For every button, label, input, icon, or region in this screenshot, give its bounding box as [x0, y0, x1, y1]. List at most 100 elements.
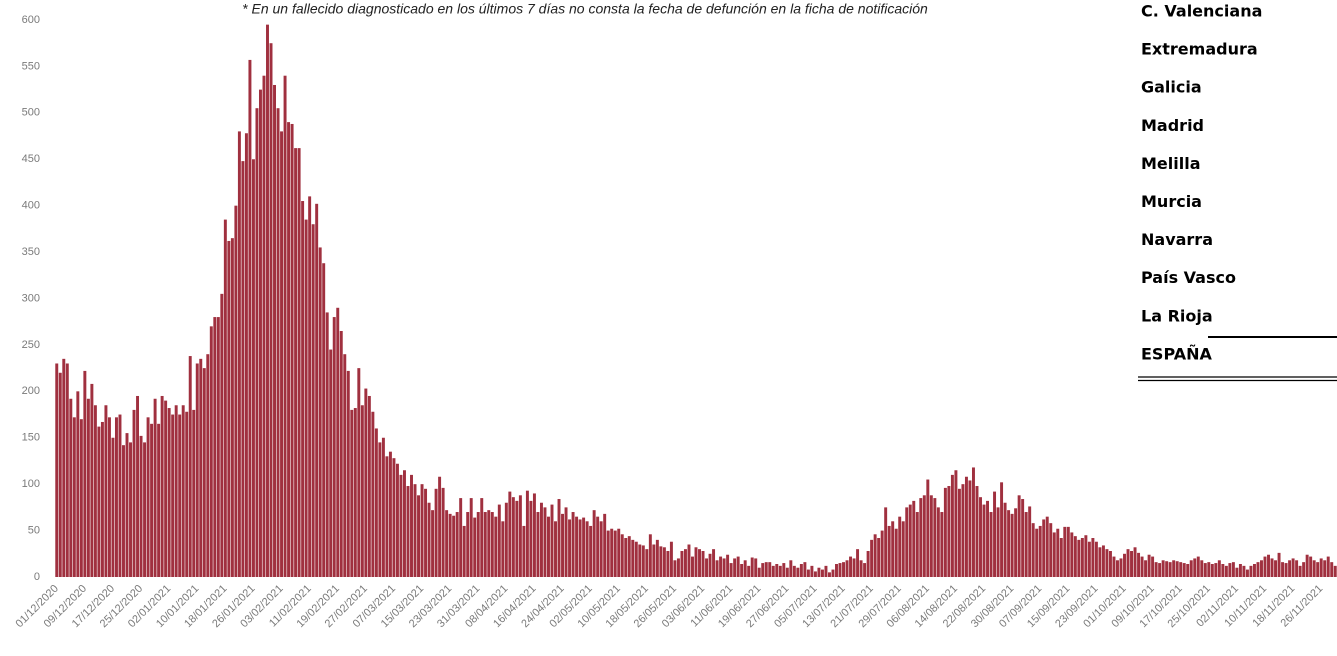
bar [448, 513, 452, 577]
bar [1098, 547, 1102, 577]
bar [757, 567, 761, 577]
bar [1193, 558, 1197, 577]
bar [691, 556, 694, 577]
bar [641, 545, 645, 577]
bar [705, 558, 709, 577]
bar [775, 564, 779, 577]
bar [1144, 560, 1148, 577]
bar [1305, 554, 1309, 577]
bar [778, 565, 782, 577]
bar [160, 395, 164, 577]
bar [989, 512, 993, 577]
bar [740, 564, 744, 577]
bar [933, 498, 937, 577]
bar [539, 502, 543, 577]
bar [1024, 512, 1028, 577]
bar [554, 521, 557, 577]
bar [659, 546, 663, 577]
bar [209, 326, 213, 577]
bar [424, 488, 428, 577]
y-tick-label: 0 [34, 571, 40, 583]
bar [831, 569, 835, 577]
bar [961, 484, 965, 577]
bar [866, 551, 870, 577]
bar [1158, 563, 1162, 577]
bar [1319, 558, 1323, 577]
bar [645, 549, 649, 577]
bar [525, 490, 529, 577]
bar [585, 521, 589, 577]
bar [329, 349, 333, 577]
bar [806, 569, 810, 577]
bar [283, 75, 287, 577]
bar [522, 525, 526, 577]
bar [943, 487, 947, 577]
bar [251, 159, 255, 577]
table-row-label: La Rioja [1141, 306, 1213, 325]
bar [908, 504, 912, 577]
bar [406, 486, 410, 577]
bar [315, 203, 319, 577]
bar [511, 497, 515, 577]
bar [638, 544, 642, 577]
bar [1119, 558, 1123, 577]
bar [785, 567, 789, 577]
bar [220, 293, 224, 577]
bar [835, 564, 838, 577]
bar [1007, 510, 1011, 577]
bar [122, 445, 125, 577]
bar [357, 368, 361, 577]
table-row-label: País Vasco [1141, 268, 1236, 287]
bar [1147, 554, 1151, 577]
bar [1221, 564, 1225, 577]
bar [971, 467, 975, 577]
bar [1056, 528, 1060, 577]
bar [754, 558, 758, 577]
bar [838, 563, 842, 577]
bar [1214, 563, 1218, 577]
bar [174, 405, 178, 577]
bar [993, 491, 997, 577]
bar [1017, 495, 1021, 577]
bar [764, 562, 768, 577]
bar [1161, 560, 1165, 577]
bar [1298, 565, 1302, 577]
bar [592, 510, 596, 577]
bar [150, 423, 154, 577]
bar [86, 398, 90, 577]
bar [1108, 551, 1112, 577]
bar [248, 59, 252, 577]
bar [655, 539, 659, 577]
bar [799, 564, 803, 577]
bar [90, 383, 94, 577]
bar [497, 504, 501, 577]
bar [813, 571, 817, 577]
bar [747, 565, 751, 577]
bar [452, 515, 456, 577]
bar [564, 507, 568, 577]
bar [227, 240, 231, 577]
bar [469, 498, 473, 577]
bar [1210, 564, 1214, 577]
bar [1094, 541, 1098, 577]
bar [792, 565, 796, 577]
bar [1302, 562, 1306, 577]
bar [395, 463, 399, 577]
bar [371, 411, 375, 577]
bar [715, 560, 719, 577]
bar [280, 131, 284, 577]
bar [1080, 538, 1084, 577]
bar [107, 417, 111, 577]
bar [673, 560, 677, 577]
bar [561, 513, 565, 577]
bar [870, 539, 874, 577]
bar [1323, 560, 1327, 577]
bar [483, 512, 487, 577]
bar [986, 500, 989, 577]
bar [736, 556, 740, 577]
bar [290, 123, 294, 578]
bar [624, 538, 628, 577]
bar [164, 400, 168, 577]
bar [536, 512, 540, 577]
